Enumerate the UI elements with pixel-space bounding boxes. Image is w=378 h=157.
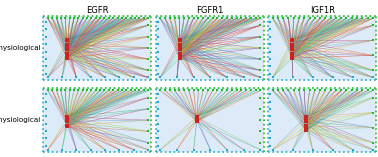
Title: IGF1R: IGF1R (310, 6, 335, 15)
Text: Physiological: Physiological (0, 45, 40, 51)
Title: EGFR: EGFR (86, 6, 108, 15)
Text: Nonphysiological: Nonphysiological (0, 117, 40, 123)
Title: FGFR1: FGFR1 (196, 6, 223, 15)
